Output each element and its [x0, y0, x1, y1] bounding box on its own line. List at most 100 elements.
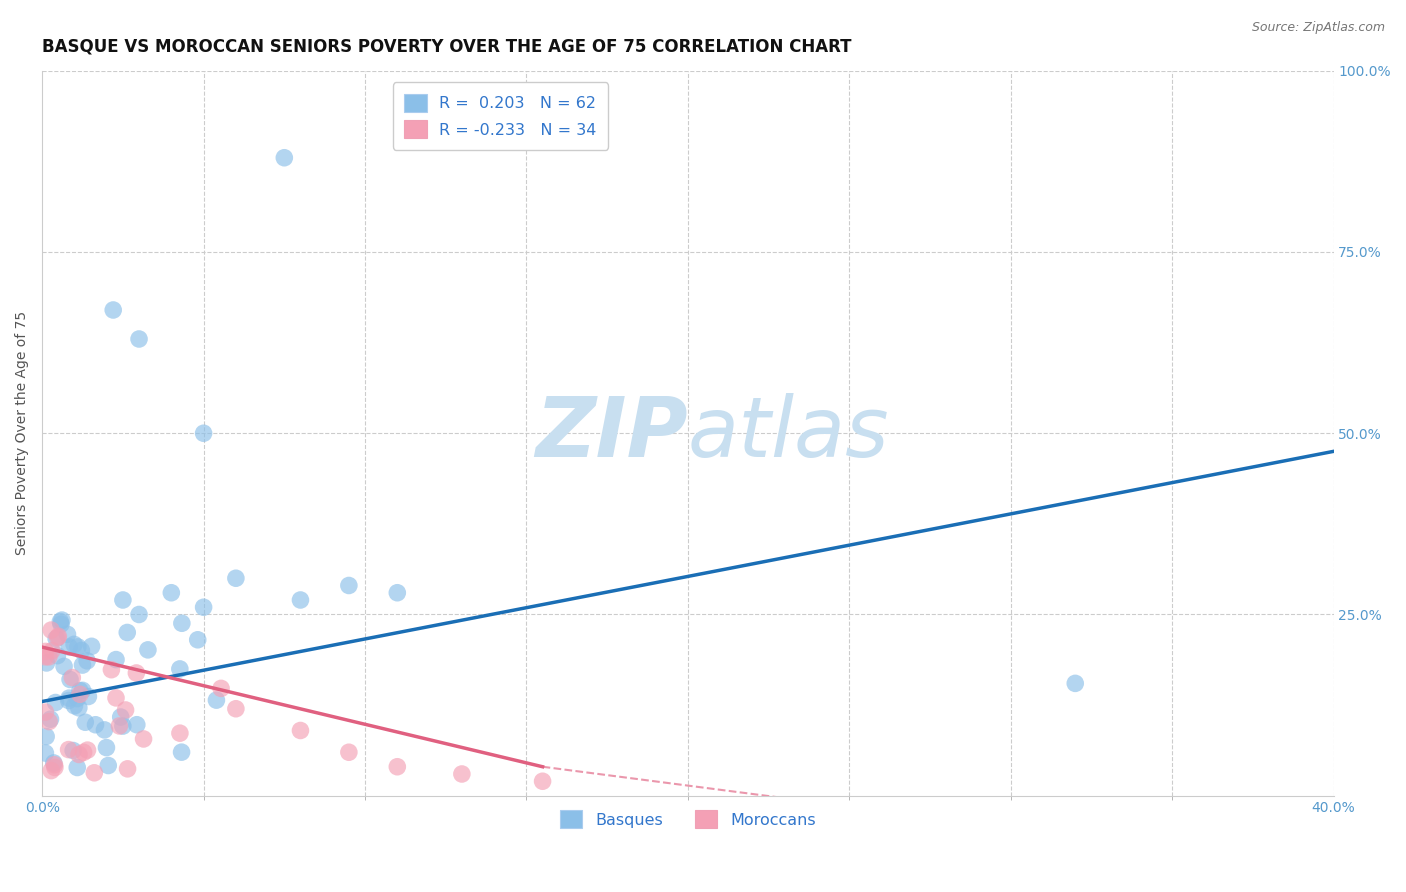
Point — [187, 632, 209, 647]
Point — [290, 593, 312, 607]
Point — [105, 690, 128, 705]
Point — [160, 586, 183, 600]
Point — [44, 696, 66, 710]
Point — [38, 714, 60, 729]
Point — [35, 730, 58, 744]
Point — [83, 765, 105, 780]
Point — [49, 615, 72, 629]
Point — [84, 717, 107, 731]
Point — [225, 702, 247, 716]
Point — [77, 690, 100, 704]
Point — [125, 717, 148, 731]
Point — [205, 693, 228, 707]
Point — [34, 705, 56, 719]
Text: BASQUE VS MOROCCAN SENIORS POVERTY OVER THE AGE OF 75 CORRELATION CHART: BASQUE VS MOROCCAN SENIORS POVERTY OVER … — [42, 37, 852, 55]
Point — [105, 652, 128, 666]
Point — [76, 654, 98, 668]
Point — [39, 623, 62, 637]
Point — [39, 764, 62, 778]
Point — [75, 715, 97, 730]
Point — [225, 571, 247, 585]
Point — [111, 719, 134, 733]
Point — [93, 723, 115, 737]
Point — [100, 663, 122, 677]
Point — [111, 593, 134, 607]
Point — [34, 644, 56, 658]
Point — [128, 332, 150, 346]
Point — [170, 745, 193, 759]
Point — [132, 731, 155, 746]
Point — [63, 637, 86, 651]
Point — [60, 671, 83, 685]
Point — [34, 746, 56, 760]
Point — [117, 625, 139, 640]
Point — [387, 586, 409, 600]
Point — [66, 691, 89, 706]
Point — [41, 644, 63, 658]
Point — [193, 426, 215, 441]
Point — [46, 648, 69, 663]
Point — [96, 740, 118, 755]
Point — [72, 745, 94, 759]
Point — [103, 303, 125, 318]
Point — [337, 745, 360, 759]
Point — [56, 627, 79, 641]
Point — [67, 701, 90, 715]
Point — [169, 726, 191, 740]
Point — [170, 616, 193, 631]
Point — [1064, 676, 1087, 690]
Point — [44, 757, 66, 772]
Point — [128, 607, 150, 622]
Point — [66, 760, 89, 774]
Point — [69, 683, 91, 698]
Point — [531, 774, 554, 789]
Point — [108, 719, 131, 733]
Point — [387, 760, 409, 774]
Point — [337, 578, 360, 592]
Point — [125, 665, 148, 680]
Point — [70, 643, 93, 657]
Point — [59, 673, 82, 687]
Point — [273, 151, 295, 165]
Legend: Basques, Moroccans: Basques, Moroccans — [554, 804, 823, 835]
Point — [451, 767, 474, 781]
Text: atlas: atlas — [688, 392, 890, 474]
Point — [136, 643, 159, 657]
Point — [114, 703, 136, 717]
Point — [58, 693, 80, 707]
Point — [290, 723, 312, 738]
Point — [67, 747, 90, 762]
Point — [80, 640, 103, 654]
Point — [72, 683, 94, 698]
Point — [69, 687, 91, 701]
Text: Source: ZipAtlas.com: Source: ZipAtlas.com — [1251, 21, 1385, 34]
Point — [66, 640, 89, 654]
Point — [76, 743, 98, 757]
Point — [97, 758, 120, 772]
Point — [45, 632, 67, 646]
Point — [44, 760, 66, 774]
Point — [169, 662, 191, 676]
Point — [34, 649, 56, 664]
Point — [117, 762, 139, 776]
Point — [63, 698, 86, 713]
Point — [39, 712, 62, 726]
Point — [110, 710, 132, 724]
Point — [58, 640, 80, 654]
Point — [62, 743, 84, 757]
Point — [58, 742, 80, 756]
Point — [49, 617, 72, 632]
Point — [209, 681, 232, 696]
Point — [38, 649, 60, 664]
Point — [53, 659, 76, 673]
Point — [42, 756, 65, 770]
Point — [72, 658, 94, 673]
Point — [58, 691, 80, 706]
Point — [35, 656, 58, 670]
Point — [46, 631, 69, 645]
Text: ZIP: ZIP — [536, 392, 688, 474]
Y-axis label: Seniors Poverty Over the Age of 75: Seniors Poverty Over the Age of 75 — [15, 311, 30, 556]
Point — [46, 629, 69, 643]
Point — [193, 600, 215, 615]
Point — [51, 613, 73, 627]
